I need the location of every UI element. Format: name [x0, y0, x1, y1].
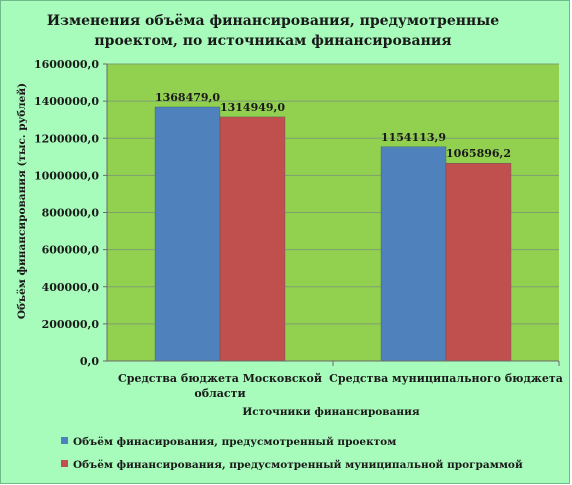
bar-project-0 — [154, 106, 221, 362]
legend-swatch — [61, 460, 68, 467]
bar-project-1 — [380, 146, 447, 362]
chart-title-line-1: Изменения объёма финансирования, предумо… — [47, 13, 499, 29]
x-axis-title: Источники финансирования — [242, 406, 420, 418]
x-category-label: Средства бюджета Московской — [118, 372, 322, 385]
y-tick-label: 1400000,0 — [34, 95, 99, 108]
x-category-label: области — [194, 387, 245, 400]
y-tick-label: 0,0 — [80, 355, 99, 368]
bar-program-1 — [445, 162, 512, 362]
y-tick-label: 200000,0 — [42, 318, 100, 331]
legend-swatch — [61, 437, 68, 444]
y-tick-label: 600000,0 — [42, 244, 100, 257]
data-label: 1154113,9 — [381, 131, 446, 144]
y-tick-label: 800000,0 — [42, 207, 100, 220]
data-label: 1368479,0 — [155, 91, 220, 104]
y-tick-label: 1600000,0 — [34, 58, 99, 71]
x-axis-categories: Средства бюджета Московской области Средст… — [118, 361, 563, 400]
y-axis-ticks: 0,0 200000,0 400000,0 600000,0 800000,0 10000… — [34, 58, 107, 368]
legend-label: Объём финансирования, предусмотренный му… — [73, 459, 523, 471]
legend-label: Объём финасирования, предусмотренный про… — [73, 436, 396, 448]
y-tick-label: 400000,0 — [42, 281, 100, 294]
bar-program-0 — [219, 116, 286, 362]
data-label: 1314949,0 — [220, 101, 285, 114]
x-category-label: Средства муниципального бюджета — [329, 372, 563, 385]
y-axis-title: Объём финансирования (тыс. рублей) — [16, 83, 28, 319]
data-label: 1065896,2 — [446, 147, 511, 160]
chart-title-line-2: проектом, по источникам финансирования — [94, 33, 451, 49]
y-tick-label: 1000000,0 — [34, 169, 99, 182]
legend: Объём финасирования, предусмотренный про… — [61, 436, 523, 471]
y-tick-label: 1200000,0 — [34, 132, 99, 145]
bars — [154, 106, 512, 362]
